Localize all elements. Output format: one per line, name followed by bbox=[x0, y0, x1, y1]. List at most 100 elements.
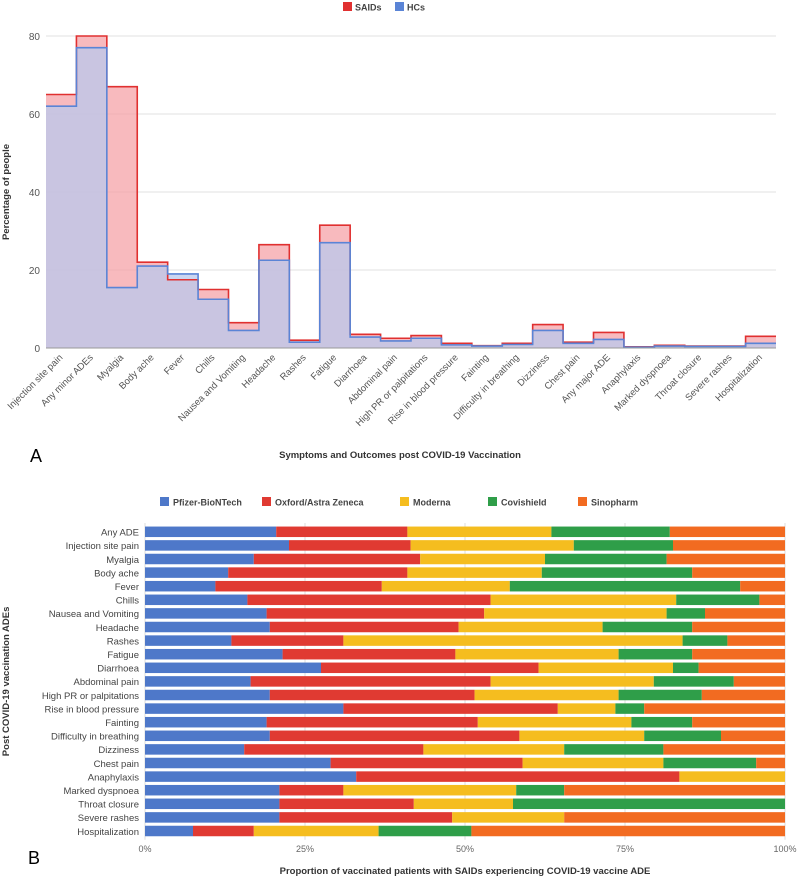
bar-moderna bbox=[538, 662, 673, 674]
bar-oxford-astra-zeneca bbox=[279, 798, 414, 810]
bar-sinopharm bbox=[692, 567, 785, 578]
x-tick-label: 75% bbox=[616, 844, 634, 854]
bar-covishield bbox=[631, 716, 693, 728]
bar-oxford-astra-zeneca bbox=[193, 825, 254, 837]
bar-sinopharm bbox=[756, 757, 785, 769]
bar-sinopharm bbox=[759, 594, 785, 606]
legend-label-covishield: Covishield bbox=[501, 498, 547, 508]
bar-oxford-astra-zeneca bbox=[269, 621, 459, 633]
bar-covishield bbox=[666, 608, 705, 619]
y-axis-title: Percentage of people bbox=[1, 144, 12, 240]
legend-swatch-pfizer-biontech bbox=[160, 497, 169, 506]
y-tick-label: High PR or palpitations bbox=[42, 691, 139, 702]
bar-pfizer-biontech bbox=[145, 703, 344, 714]
bar-oxford-astra-zeneca bbox=[250, 676, 491, 687]
bar-oxford-astra-zeneca bbox=[266, 716, 478, 728]
bar-oxford-astra-zeneca bbox=[330, 757, 523, 769]
bar-sinopharm bbox=[564, 812, 785, 823]
bar-covishield bbox=[602, 621, 693, 633]
x-tick-label: Fever bbox=[162, 352, 187, 377]
bar-oxford-astra-zeneca bbox=[247, 594, 491, 606]
bar-covishield bbox=[516, 784, 565, 796]
bar-covishield bbox=[545, 553, 667, 565]
bar-pfizer-biontech bbox=[145, 621, 270, 633]
legend-swatch-sinopharm bbox=[578, 497, 587, 506]
line-hcs bbox=[46, 46, 776, 349]
bar-moderna bbox=[519, 730, 645, 742]
bar-oxford-astra-zeneca bbox=[215, 580, 382, 592]
y-tick-label: Marked dyspnoea bbox=[63, 786, 139, 797]
bar-sinopharm bbox=[701, 689, 785, 701]
bar-moderna bbox=[490, 594, 677, 606]
bar-sinopharm bbox=[721, 730, 785, 742]
bar-oxford-astra-zeneca bbox=[279, 812, 453, 823]
bar-moderna bbox=[413, 798, 513, 810]
panel-label-a: A bbox=[30, 446, 43, 466]
bar-pfizer-biontech bbox=[145, 662, 321, 674]
legend-label-sinopharm: Sinopharm bbox=[591, 498, 638, 508]
x-tick-label: 25% bbox=[296, 844, 314, 854]
bar-oxford-astra-zeneca bbox=[356, 771, 680, 782]
bar-covishield bbox=[513, 798, 785, 810]
y-tick-label: Injection site pain bbox=[66, 541, 139, 552]
x-tick-label: Fatigue bbox=[309, 352, 339, 382]
y-tick-label: 80 bbox=[29, 32, 41, 43]
bar-moderna bbox=[452, 812, 565, 823]
bar-moderna bbox=[410, 540, 574, 551]
y-tick-label: 60 bbox=[29, 110, 41, 121]
bar-pfizer-biontech bbox=[145, 812, 280, 823]
bar-covishield bbox=[573, 540, 673, 551]
y-tick-label: 40 bbox=[29, 188, 41, 199]
bar-covishield bbox=[682, 635, 728, 646]
x-tick-label: Rashes bbox=[278, 352, 309, 383]
bar-moderna bbox=[381, 580, 510, 592]
y-tick-label: Hospitalization bbox=[77, 827, 139, 838]
area-hcs bbox=[46, 47, 776, 348]
bar-pfizer-biontech bbox=[145, 608, 267, 619]
legend-swatch-saids bbox=[343, 2, 352, 11]
y-tick-label: Rise in blood pressure bbox=[44, 704, 139, 715]
bar-pfizer-biontech bbox=[145, 635, 232, 646]
y-tick-label: Severe rashes bbox=[78, 813, 140, 824]
bar-oxford-astra-zeneca bbox=[343, 703, 558, 714]
bar-pfizer-biontech bbox=[145, 526, 277, 538]
bar-moderna bbox=[420, 553, 545, 565]
bar-covishield bbox=[653, 676, 734, 687]
x-tick-label: 100% bbox=[773, 844, 796, 854]
bar-sinopharm bbox=[727, 635, 785, 646]
bar-sinopharm bbox=[740, 580, 785, 592]
bar-pfizer-biontech bbox=[145, 716, 267, 728]
x-tick-label: Chills bbox=[193, 352, 217, 376]
bar-sinopharm bbox=[673, 540, 785, 551]
y-tick-label: Any ADE bbox=[101, 528, 139, 539]
y-tick-label: Dizziness bbox=[98, 745, 139, 756]
panel-label-b: B bbox=[28, 848, 41, 868]
bar-oxford-astra-zeneca bbox=[269, 730, 520, 742]
legend-label-pfizer-biontech: Pfizer-BioNTech bbox=[173, 498, 242, 508]
legend-swatch-moderna bbox=[400, 497, 409, 506]
bar-sinopharm bbox=[698, 662, 785, 674]
y-tick-label: Throat closure bbox=[78, 800, 139, 811]
y-tick-label: Anaphylaxis bbox=[88, 772, 139, 783]
bar-moderna bbox=[343, 635, 683, 646]
bar-oxford-astra-zeneca bbox=[321, 662, 539, 674]
bar-moderna bbox=[253, 825, 379, 837]
bar-moderna bbox=[407, 526, 552, 538]
bar-oxford-astra-zeneca bbox=[269, 689, 475, 701]
y-tick-label: Diarrhoea bbox=[97, 664, 139, 675]
y-tick-label: Fever bbox=[115, 582, 139, 593]
bar-pfizer-biontech bbox=[145, 784, 280, 796]
y-tick-label: Headache bbox=[96, 623, 139, 634]
bar-pfizer-biontech bbox=[145, 689, 270, 701]
bar-covishield bbox=[644, 730, 721, 742]
x-tick-label: Injection site pain bbox=[6, 352, 66, 412]
legend-label-moderna: Moderna bbox=[413, 498, 451, 508]
bar-oxford-astra-zeneca bbox=[228, 567, 408, 578]
x-tick-label: Any minor ADEs bbox=[39, 352, 96, 409]
bar-covishield bbox=[618, 648, 693, 660]
bar-pfizer-biontech bbox=[145, 553, 254, 565]
bar-pfizer-biontech bbox=[145, 771, 357, 782]
bar-moderna bbox=[458, 621, 603, 633]
bar-moderna bbox=[474, 689, 619, 701]
bar-covishield bbox=[663, 757, 757, 769]
